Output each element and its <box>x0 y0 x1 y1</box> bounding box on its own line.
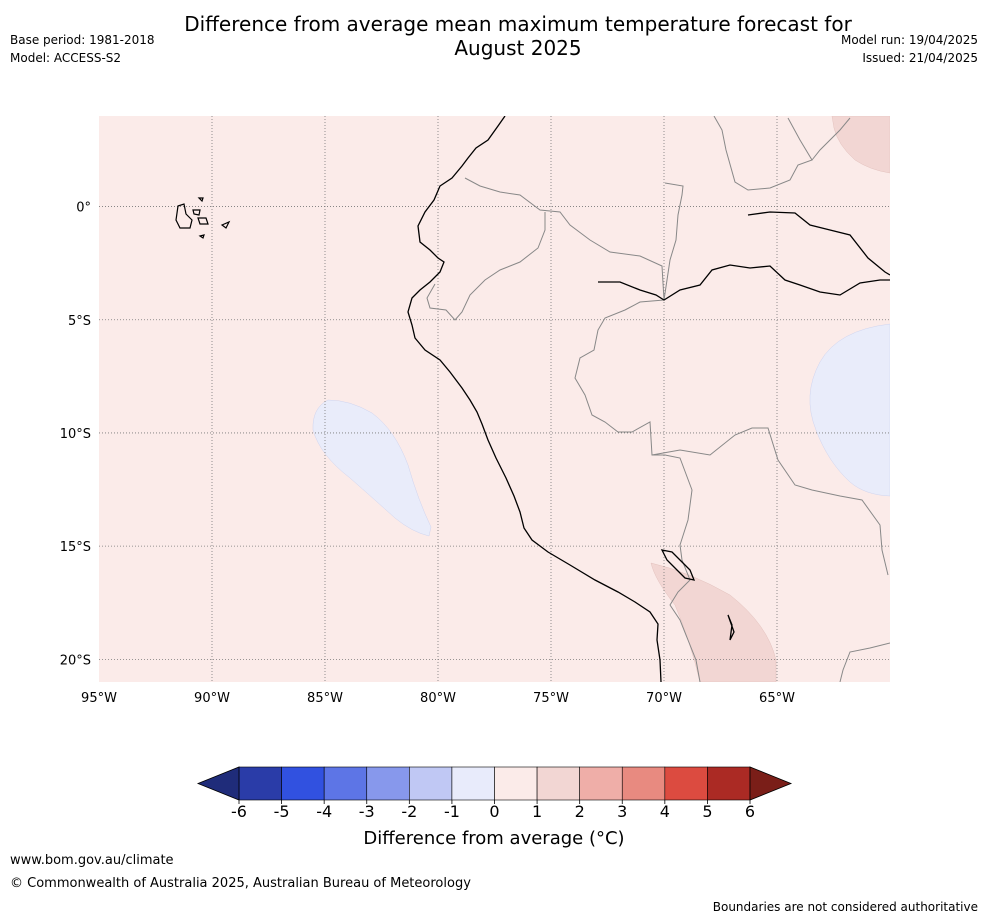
colorbar-segment <box>409 766 453 801</box>
colorbar-tick-label: 6 <box>745 802 755 821</box>
colorbar-tick-label: 0 <box>489 802 499 821</box>
colorbar-tick-label: -2 <box>401 802 417 821</box>
colorbar-tick-labels: -6 -5 -4 -3 -2 -1 0 1 2 3 4 5 6 <box>231 800 755 821</box>
colorbar-over-extension <box>749 766 793 801</box>
border-brazil-venezuela <box>811 117 851 161</box>
colorbar-label: Difference from average (°C) <box>363 828 625 849</box>
border-ecuador-peru <box>426 212 546 321</box>
colorbar-tick-label: -3 <box>359 802 375 821</box>
pacific-coastline <box>407 116 662 682</box>
latitude-labels: 0° 5°S 10°S 15°S 20°S <box>60 201 91 669</box>
lat-label: 5°S <box>68 314 91 329</box>
issued-label: Issued: 21/04/2025 <box>862 51 978 65</box>
map-gridlines <box>99 116 890 682</box>
santiago-island <box>192 209 201 216</box>
warm-region-altiplano <box>650 562 777 682</box>
colorbar-segment <box>281 766 325 801</box>
colorbar-segment <box>579 766 623 801</box>
colorbar-segment <box>451 766 495 801</box>
amazon-river-north <box>747 211 890 276</box>
colorbar-segment <box>494 766 538 801</box>
colorbar-segment <box>621 766 666 801</box>
forecast-map: 0° 5°S 10°S 15°S 20°S 95°W 90°W 85°W 80°W 75°W 70… <box>60 116 890 706</box>
lon-label: 90°W <box>194 691 230 706</box>
colorbar-tick-label: 5 <box>702 802 712 821</box>
model-run-label: Model run: 19/04/2025 <box>840 33 978 47</box>
coastlines <box>407 116 890 682</box>
marchena-island <box>197 197 204 203</box>
border-colombia-venezuela <box>713 116 813 191</box>
copyright-text: © Commonwealth of Australia 2025, Austra… <box>10 876 471 891</box>
galapagos-islands <box>175 197 231 239</box>
anomaly-regions <box>312 116 890 682</box>
colorbar-tick-label: 1 <box>532 802 542 821</box>
website-link[interactable]: www.bom.gov.au/climate <box>10 853 174 868</box>
colorbar-segments <box>238 766 751 801</box>
title-line-1: Difference from average mean maximum tem… <box>184 12 852 36</box>
lon-label: 85°W <box>307 691 343 706</box>
lake-poopo <box>727 614 735 641</box>
isabela-island <box>175 203 193 229</box>
map-title: Difference from average mean maximum tem… <box>0 12 988 60</box>
santa-cruz-island <box>197 217 209 225</box>
border-bolivia-paraguay <box>839 642 890 682</box>
colorbar-tick-label: 4 <box>660 802 670 821</box>
colorbar-segment <box>536 766 580 801</box>
lon-label: 95°W <box>81 691 117 706</box>
boundaries-disclaimer: Boundaries are not considered authoritat… <box>712 900 978 914</box>
border-peru-brazil <box>574 299 693 561</box>
lat-label: 0° <box>76 201 91 216</box>
lat-label: 10°S <box>60 427 91 442</box>
colorbar-tick-label: -6 <box>231 802 247 821</box>
colorbar-tick-label: 2 <box>575 802 585 821</box>
colorbar-tick-label: 3 <box>617 802 627 821</box>
border-colombia-ecuador-peru <box>464 177 665 301</box>
lon-label: 65°W <box>759 691 795 706</box>
base-period-label: Base period: 1981-2018 <box>10 33 155 47</box>
amazon-river-south <box>598 264 890 301</box>
colorbar-segment <box>664 766 708 801</box>
colorbar: -6 -5 -4 -3 -2 -1 0 1 2 3 4 5 6 <box>196 766 793 821</box>
cool-region-pacific <box>312 399 432 537</box>
colorbar-segment <box>366 766 410 801</box>
title-line-2: August 2025 <box>454 36 582 60</box>
cool-region-amazon <box>809 323 890 497</box>
espanola-island <box>198 234 205 239</box>
border-colombia-brazil <box>663 182 684 301</box>
colorbar-segment <box>323 766 368 801</box>
titicaca-lake <box>660 549 696 581</box>
lon-label: 70°W <box>646 691 682 706</box>
colorbar-tick-label: -1 <box>444 802 460 821</box>
border-brazil-bolivia <box>651 427 889 576</box>
warm-region-northeast <box>831 116 890 174</box>
colorbar-segment <box>238 766 282 801</box>
colorbar-tick-label: -4 <box>316 802 332 821</box>
san-cristobal-island <box>220 220 231 229</box>
country-borders <box>426 116 890 682</box>
colorbar-segment <box>707 766 751 801</box>
lat-label: 15°S <box>60 540 91 555</box>
map-background <box>99 116 890 682</box>
model-label: Model: ACCESS-S2 <box>10 51 122 65</box>
border-peru-bolivia-chile <box>669 559 701 682</box>
colorbar-under-extension <box>196 766 240 801</box>
lon-label: 75°W <box>533 691 569 706</box>
colorbar-tick-label: -5 <box>274 802 290 821</box>
longitude-labels: 95°W 90°W 85°W 80°W 75°W 70°W 65°W <box>81 691 795 706</box>
lat-label: 20°S <box>60 653 91 668</box>
lon-label: 80°W <box>420 691 456 706</box>
